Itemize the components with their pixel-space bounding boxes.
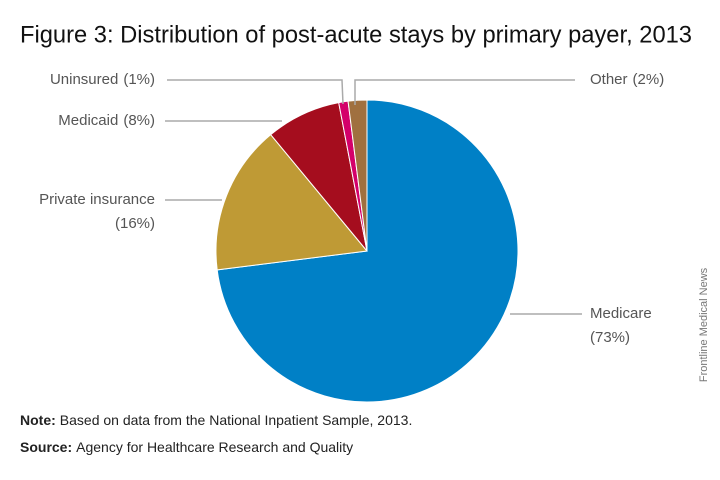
slice-label-group: Medicaid (8%) (58, 112, 155, 129)
slice-label: Other (590, 71, 628, 88)
pie-slice (215, 133, 368, 271)
value-label: (1%) (123, 71, 155, 88)
value-label: (2%) (633, 71, 665, 88)
source: Source: Agency for Healthcare Research an… (20, 439, 353, 455)
note: Note: Based on data from the National Inp… (20, 412, 412, 428)
leader-line (167, 79, 344, 105)
source-label: Source: (20, 439, 72, 455)
value-label: (73%) (590, 329, 630, 346)
pie-slice (347, 99, 368, 252)
note-label: Note: (20, 412, 56, 428)
source-text: Agency for Healthcare Research and Quali… (76, 439, 353, 455)
slice-label: Private insurance (39, 191, 155, 208)
note-text: Based on data from the National Inpatien… (60, 412, 413, 428)
credit: Frontline Medical News (698, 267, 710, 382)
value-label: (8%) (123, 112, 155, 129)
slice-label: Medicaid (58, 112, 118, 129)
slice-label-group: Uninsured (1%) (50, 71, 155, 88)
chart-title: Figure 3: Distribution of post-acute sta… (20, 21, 692, 48)
slice-label: Uninsured (50, 71, 118, 88)
slice-label: Medicare (590, 305, 652, 322)
slice-label-group: Other (2%) (590, 71, 664, 88)
leader-line (354, 79, 575, 105)
value-label: (16%) (115, 215, 155, 232)
